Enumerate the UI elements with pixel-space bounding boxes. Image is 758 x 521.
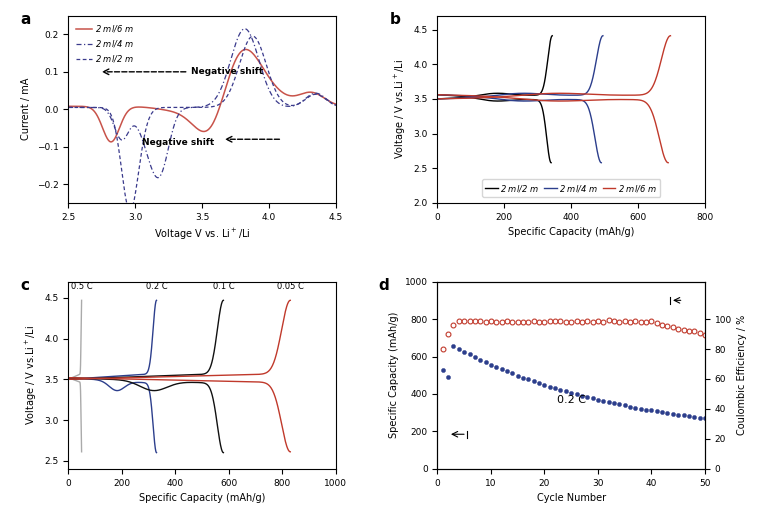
- Y-axis label: Current / mA: Current / mA: [21, 78, 31, 141]
- Text: a: a: [20, 12, 30, 27]
- Text: c: c: [20, 278, 29, 293]
- Legend: 2 $ml$/2 $m$, 2 $ml$/4 $m$, 2 $ml$/6 $m$: 2 $ml$/2 $m$, 2 $ml$/4 $m$, 2 $ml$/6 $m$: [482, 179, 660, 197]
- Text: Negative shift: Negative shift: [191, 67, 264, 76]
- Y-axis label: Voltage / V vs.Li$^+$/Li: Voltage / V vs.Li$^+$/Li: [23, 325, 39, 425]
- Text: 0.2 C: 0.2 C: [556, 395, 586, 405]
- Text: Negative shift: Negative shift: [142, 139, 214, 147]
- Text: 0.05 C: 0.05 C: [277, 282, 304, 291]
- X-axis label: Voltage V vs. Li$^+$/Li: Voltage V vs. Li$^+$/Li: [154, 227, 250, 242]
- X-axis label: Specific Capacity (mAh/g): Specific Capacity (mAh/g): [508, 227, 634, 237]
- Text: d: d: [378, 278, 390, 293]
- Y-axis label: Specific Capacity (mAh/g): Specific Capacity (mAh/g): [389, 312, 399, 439]
- Text: 0.1 C: 0.1 C: [212, 282, 234, 291]
- Text: 0.2 C: 0.2 C: [146, 282, 168, 291]
- Text: 0.5 C: 0.5 C: [70, 282, 92, 291]
- X-axis label: Cycle Number: Cycle Number: [537, 493, 606, 503]
- X-axis label: Specific Capacity (mAh/g): Specific Capacity (mAh/g): [139, 493, 265, 503]
- Text: b: b: [390, 12, 400, 27]
- Y-axis label: Coulombic Efficiency / %: Coulombic Efficiency / %: [738, 315, 747, 436]
- Legend: 2 $ml$/6 $m$, 2 $ml$/4 $m$, 2 $ml$/2 $m$: 2 $ml$/6 $m$, 2 $ml$/4 $m$, 2 $ml$/2 $m$: [72, 20, 137, 68]
- Y-axis label: Voltage / V vs.Li$^+$/Li: Voltage / V vs.Li$^+$/Li: [393, 59, 408, 159]
